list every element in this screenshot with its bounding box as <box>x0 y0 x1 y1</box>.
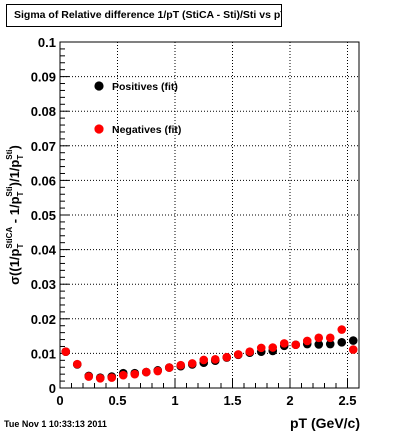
x-tick-label: 0 <box>56 393 63 408</box>
negatives-point <box>325 333 335 343</box>
y-label-sup2: Sti <box>5 186 14 196</box>
negatives-point <box>153 366 163 376</box>
x-tick-label: 1 <box>171 393 178 408</box>
negatives-point <box>130 369 140 379</box>
negatives-point <box>314 333 324 343</box>
y-tick-label: 0.06 <box>31 173 56 188</box>
negatives-point <box>61 347 71 356</box>
negatives-point <box>95 374 105 383</box>
negatives-point <box>256 343 266 353</box>
negatives-point <box>302 336 312 346</box>
x-tick-label: 2 <box>286 393 293 408</box>
negatives-point <box>84 372 94 381</box>
negatives-point <box>199 355 209 365</box>
y-tick-label: 0.09 <box>31 70 56 85</box>
plot-frame <box>59 41 360 389</box>
negatives-point <box>72 359 82 369</box>
legend: Positives (fit) Negatives (fit) <box>94 81 181 136</box>
y-tick-label: 0.01 <box>31 346 56 361</box>
negatives-point <box>348 345 358 354</box>
negatives-point <box>233 350 243 359</box>
legend-marker-negatives <box>94 124 104 134</box>
y-tick-label: 0.02 <box>31 312 56 327</box>
negatives-point <box>210 354 220 364</box>
negatives-point <box>222 352 232 362</box>
x-tick-label: 0.5 <box>108 393 126 408</box>
timestamp-footer: Tue Nov 1 10:33:13 2011 <box>4 419 107 429</box>
y-tick-label: 0 <box>49 381 56 396</box>
y-label-suffix: ) <box>7 145 22 149</box>
y-label-sub3: T <box>16 155 25 160</box>
negatives-point <box>187 359 197 368</box>
y-label-sub1: T <box>16 244 25 249</box>
x-axis-label: pT (GeV/c) <box>290 415 360 431</box>
legend-label-positives: Positives (fit) <box>112 81 178 93</box>
y-tick-label: 0.08 <box>31 104 56 119</box>
y-label-prefix: σ((1/p <box>7 248 22 284</box>
y-tick-label: 0.03 <box>31 277 56 292</box>
grid-layer <box>60 42 359 388</box>
negatives-point <box>107 373 117 382</box>
chart-title: Sigma of Relative difference 1/pT (StiCA… <box>6 4 282 27</box>
y-label-middle: - 1/p <box>7 196 22 226</box>
negatives-point <box>268 343 278 352</box>
negatives-point <box>141 367 151 377</box>
negatives-point <box>245 347 255 356</box>
x-tick-label: 1.5 <box>223 393 241 408</box>
y-tick-label: 0.07 <box>31 139 56 154</box>
legend-label-negatives: Negatives (fit) <box>112 124 181 136</box>
positives-point <box>337 338 347 347</box>
positives-point <box>348 336 358 345</box>
y-label-sup1: StiCA <box>5 227 14 249</box>
y-label-sub2: T <box>16 191 25 196</box>
y-tick-label: 0.1 <box>38 35 56 50</box>
x-tick-label: 2.5 <box>338 393 356 408</box>
legend-marker-positives <box>94 81 104 91</box>
negatives-point <box>279 339 289 348</box>
y-axis-label: σ((1/pTStiCA - 1/pTSti)/1/pTSti) <box>5 145 25 285</box>
points-layer <box>61 325 358 383</box>
negatives-point <box>176 360 186 370</box>
positives-point <box>314 340 324 349</box>
negatives-point <box>337 325 347 334</box>
y-tick-label: 0.04 <box>31 243 57 258</box>
negatives-point <box>118 370 128 380</box>
y-tick-label: 0.05 <box>31 208 56 223</box>
y-label-sup3: Sti <box>5 150 14 160</box>
negatives-point <box>164 363 174 372</box>
axis-layer: 0 0.5 1 1.5 2 2.5 0 0.01 0.02 0.03 0.04 0.05 0.06 0.0… <box>31 35 360 408</box>
negatives-point <box>291 340 301 350</box>
y-label-mid2: )/1/p <box>7 160 22 187</box>
positives-point <box>325 339 335 349</box>
